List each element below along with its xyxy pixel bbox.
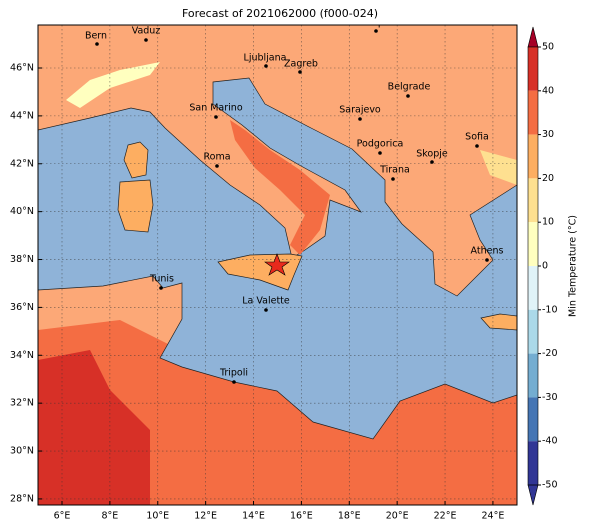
colorbar-extension (527, 484, 539, 506)
city-dot (215, 164, 219, 168)
city-dot (475, 144, 479, 148)
colorbar-band (528, 178, 538, 223)
colorbar-tick-label: 50 (542, 42, 554, 53)
lat-tick-label: 30°N (10, 446, 34, 457)
island (123, 141, 149, 179)
city-label: San Marino (189, 103, 242, 114)
city-label: La Valette (242, 296, 290, 307)
cool-region (480, 150, 517, 185)
city-label: Bern (85, 31, 107, 42)
lat-tick-label: 32°N (10, 398, 34, 409)
city-dot (159, 286, 163, 290)
city-dot (264, 308, 268, 312)
city-label: Vaduz (132, 26, 161, 37)
city-dot (264, 64, 268, 68)
warm-region (230, 120, 330, 255)
colorbar-tick-label: 10 (542, 217, 554, 228)
colorbar-tick-label: 0 (542, 261, 548, 272)
cool-region (66, 62, 160, 108)
city-dot (144, 38, 148, 42)
colorbar-tick-label: -10 (542, 304, 558, 315)
city-dot (430, 160, 434, 164)
lon-tick-label: 14°E (242, 511, 265, 522)
city-label: Skopje (416, 149, 448, 160)
map-frame (37, 24, 518, 506)
star-marker (264, 253, 290, 276)
city-dot (485, 258, 489, 262)
city-dot (95, 42, 99, 46)
colorbar-band (528, 397, 538, 442)
lat-tick-label: 44°N (10, 110, 34, 121)
lon-tick-label: 8°E (101, 511, 118, 522)
city-label: Belgrade (388, 82, 431, 93)
city-label: Tunis (149, 274, 174, 285)
colorbar-tick-label: 20 (542, 173, 554, 184)
colorbar-band (528, 222, 538, 266)
lon-tick-label: 18°E (338, 511, 361, 522)
lon-tick-label: 20°E (386, 511, 409, 522)
colorbar-band (528, 353, 538, 398)
lat-tick-label: 46°N (10, 63, 34, 74)
city-dot (214, 115, 218, 119)
lat-tick-label: 40°N (10, 206, 34, 217)
colorbar-band (528, 266, 538, 310)
colorbar-band (528, 134, 538, 179)
city-label: Budapest (354, 18, 399, 29)
city-label: Tirana (379, 165, 410, 176)
city-dot (374, 29, 378, 33)
colorbar-band (528, 47, 538, 91)
city-dot (232, 380, 236, 384)
colorbar-tick-label: -20 (542, 348, 558, 359)
lon-tick-label: 12°E (194, 511, 217, 522)
island (117, 179, 154, 233)
colorbar-band (528, 441, 538, 485)
city-label: Roma (203, 152, 230, 163)
lat-tick-label: 38°N (10, 254, 34, 265)
city-label: Sofia (465, 132, 489, 143)
lat-tick-label: 36°N (10, 302, 34, 313)
colorbar-tick-label: 40 (542, 85, 554, 96)
city-dot (406, 94, 410, 98)
colorbar-tick-label: -30 (542, 392, 558, 403)
lat-tick-label: 34°N (10, 350, 34, 361)
city-label: Ljubljana (244, 53, 287, 64)
colorbar-extension (527, 26, 539, 48)
city-label: Sarajevo (339, 105, 381, 116)
colorbar-label: Min Temperature (°C) (568, 215, 579, 317)
colorbar-tick-label: 30 (542, 129, 554, 140)
island (480, 313, 517, 331)
lat-tick-label: 42°N (10, 158, 34, 169)
colorbar-band (528, 90, 538, 135)
lon-tick-label: 22°E (434, 511, 457, 522)
city-dot (298, 70, 302, 74)
lon-tick-label: 16°E (290, 511, 313, 522)
lat-tick-label: 28°N (10, 493, 34, 504)
city-label: Podgorica (357, 139, 404, 150)
map-title: Forecast of 2021062000 (f000-024) (182, 7, 378, 20)
city-label: Tripoli (219, 368, 248, 379)
city-dot (391, 177, 395, 181)
city-dot (358, 117, 362, 121)
city-label: Athens (471, 246, 504, 257)
colorbar-band (528, 309, 538, 354)
city-dot (378, 151, 382, 155)
colorbar-tick-label: -40 (542, 436, 558, 447)
lon-tick-label: 6°E (54, 511, 71, 522)
lon-tick-label: 10°E (146, 511, 169, 522)
lon-tick-label: 24°E (481, 511, 504, 522)
city-label: Zagreb (284, 59, 318, 70)
hot-region (38, 350, 150, 505)
colorbar-tick-label: -50 (542, 480, 558, 491)
